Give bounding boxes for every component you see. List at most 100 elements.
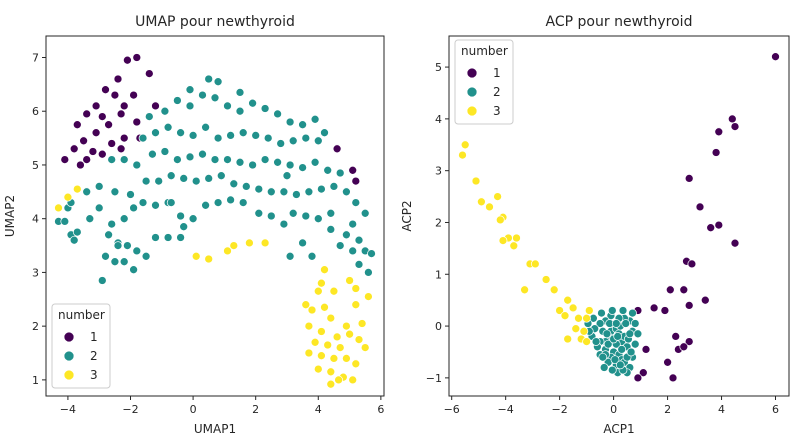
umap-point-class-2 [148, 149, 157, 159]
acp-point-class-1 [706, 223, 716, 233]
umap-point-class-2 [335, 168, 345, 178]
umap-point-class-2 [329, 182, 339, 191]
umap-point-class-1 [351, 176, 361, 186]
acp-point-class-3 [495, 215, 505, 225]
umap-point-class-2 [94, 182, 104, 191]
umap-point-class-2 [173, 155, 182, 164]
acp-legend-box [454, 39, 514, 125]
acp-point-class-1 [638, 368, 648, 378]
umap-point-class-2 [176, 211, 185, 221]
umap-point-class-2 [279, 219, 289, 229]
acp-y-tick-label: 3 [435, 165, 442, 178]
acp-point-class-1 [665, 285, 675, 295]
umap-point-class-3 [317, 278, 326, 288]
acp-point-class-3 [512, 233, 521, 243]
umap-point-class-2 [82, 187, 92, 197]
umap-point-class-2 [188, 214, 198, 224]
umap-x-label: UMAP1 [194, 422, 236, 436]
acp-point-class-2 [626, 347, 636, 357]
acp-point-class-3 [582, 337, 591, 346]
umap-point-class-2 [223, 101, 232, 111]
acp-point-class-2 [618, 306, 628, 315]
acp-point-class-3 [555, 306, 564, 315]
umap-point-class-2 [326, 208, 336, 218]
umap-point-class-3 [229, 241, 239, 250]
acp-point-class-3 [584, 306, 594, 315]
umap-point-class-2 [238, 198, 248, 207]
umap-point-class-3 [357, 319, 367, 328]
umap-point-class-2 [160, 106, 170, 116]
umap-point-class-1 [82, 155, 92, 164]
umap-point-class-2 [213, 133, 223, 143]
umap-legend-marker-3 [63, 369, 75, 381]
umap-point-class-3 [326, 313, 336, 323]
acp-x-label: ACP1 [603, 422, 634, 436]
acp-point-class-2 [607, 306, 617, 315]
umap-point-class-2 [260, 104, 270, 113]
umap-point-class-1 [116, 109, 126, 119]
acp-x-tick-label: −2 [552, 403, 568, 416]
umap-y-tick-label: 2 [32, 320, 39, 333]
umap-point-class-1 [72, 120, 82, 130]
acp-x-tick-label: 6 [772, 403, 779, 416]
umap-point-class-1 [129, 90, 138, 100]
acp-point-class-3 [574, 313, 583, 323]
acp-title: ACP pour newthyroid [546, 14, 693, 30]
acp-point-class-3 [530, 259, 540, 269]
umap-point-class-1 [348, 165, 358, 175]
umap-point-class-2 [166, 171, 176, 181]
umap-point-class-2 [138, 198, 148, 207]
umap-legend-label-2: 2 [90, 349, 98, 363]
umap-point-class-2 [104, 230, 113, 240]
umap-point-class-2 [185, 152, 195, 162]
umap-point-class-2 [141, 251, 151, 261]
acp-point-class-3 [560, 311, 570, 321]
umap-point-class-2 [85, 214, 95, 224]
umap-point-class-2 [107, 219, 117, 229]
umap-point-class-1 [113, 74, 123, 84]
umap-point-class-2 [72, 227, 82, 237]
umap-point-class-1 [119, 101, 129, 111]
umap-point-class-3 [313, 286, 323, 296]
umap-point-class-2 [260, 155, 270, 164]
umap-point-class-2 [210, 155, 220, 164]
umap-point-class-3 [351, 300, 361, 310]
umap-point-class-2 [60, 217, 70, 226]
umap-y-tick-label: 1 [32, 374, 39, 387]
umap-point-class-2 [123, 241, 132, 250]
umap-point-class-2 [251, 131, 261, 140]
umap-x-tick-label: 0 [190, 403, 197, 416]
umap-point-class-3 [348, 375, 358, 385]
umap-point-class-2 [254, 208, 264, 218]
umap-point-class-3 [63, 192, 73, 202]
acp-point-class-2 [599, 363, 609, 372]
umap-point-class-2 [235, 157, 245, 167]
acp-y-tick-label: −1 [426, 372, 442, 385]
acp-point-class-1 [730, 238, 740, 248]
umap-point-class-2 [176, 128, 185, 138]
umap-y-ticks: 1 2 3 4 5 6 7 [32, 51, 46, 387]
umap-point-class-2 [301, 133, 311, 143]
umap-point-class-1 [60, 155, 70, 164]
umap-point-class-3 [204, 254, 214, 264]
umap-point-class-1 [132, 117, 142, 127]
umap-point-class-2 [285, 117, 295, 127]
umap-point-class-2 [285, 251, 295, 261]
umap-point-class-3 [72, 184, 82, 194]
acp-point-class-2 [628, 308, 637, 318]
umap-point-class-3 [260, 238, 270, 248]
umap-point-class-2 [226, 131, 235, 140]
umap-point-class-2 [119, 257, 129, 267]
acp-point-class-1 [684, 337, 694, 346]
umap-point-class-2 [163, 233, 173, 242]
acp-y-tick-label: 0 [435, 320, 442, 333]
acp-point-class-3 [477, 197, 486, 207]
acp-x-tick-label: 2 [664, 403, 671, 416]
umap-point-class-2 [248, 98, 257, 108]
umap-point-class-3 [304, 348, 314, 358]
umap-point-class-2 [213, 198, 223, 207]
acp-x-tick-label: −4 [498, 403, 514, 416]
acp-legend-marker-1 [466, 67, 478, 79]
acp-x-tick-label: −6 [444, 403, 460, 416]
umap-point-class-3 [191, 251, 201, 261]
